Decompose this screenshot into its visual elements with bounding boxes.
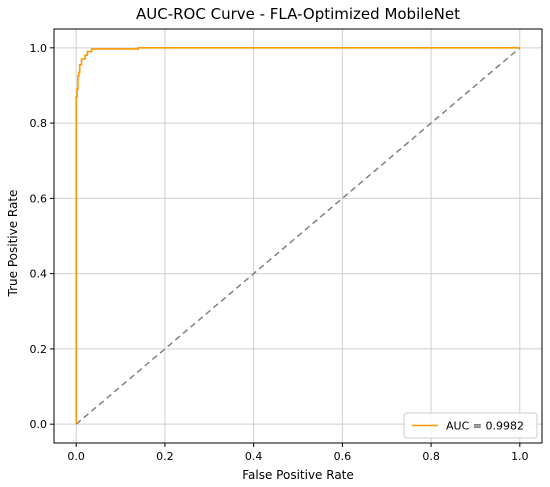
chart-title: AUC-ROC Curve - FLA-Optimized MobileNet: [136, 5, 460, 23]
legend: AUC = 0.9982: [403, 412, 538, 439]
x-tick-label: 0.4: [245, 450, 263, 463]
x-axis-label: False Positive Rate: [242, 468, 354, 482]
y-axis-label: True Positive Rate: [6, 190, 20, 298]
y-tick-label: 0.2: [30, 343, 48, 356]
x-tick-label: 1.0: [511, 450, 529, 463]
x-tick-label: 0.0: [67, 450, 85, 463]
grid-lines: [54, 29, 542, 443]
y-tick-label: 0.4: [30, 268, 48, 281]
series-layer: [75, 47, 521, 425]
x-tick-label: 0.6: [334, 450, 352, 463]
legend-box: [403, 412, 538, 439]
axis-ticks: 0.0 0.2 0.4 0.6 0.8 1.0 0.0 0.2 0.4 0.6 0.8 1.0: [30, 42, 529, 463]
x-tick-label: 0.8: [422, 450, 440, 463]
plot-frame: [53, 28, 543, 444]
y-tick-label: 1.0: [30, 42, 48, 55]
chance-diagonal-line: [75, 47, 521, 425]
roc-curve-line: [75, 47, 520, 425]
y-tick-label: 0.8: [30, 117, 48, 130]
x-tick-label: 0.2: [156, 450, 174, 463]
y-tick-label: 0.0: [30, 418, 48, 431]
legend-label: AUC = 0.9982: [446, 420, 524, 433]
y-tick-label: 0.6: [30, 192, 48, 205]
